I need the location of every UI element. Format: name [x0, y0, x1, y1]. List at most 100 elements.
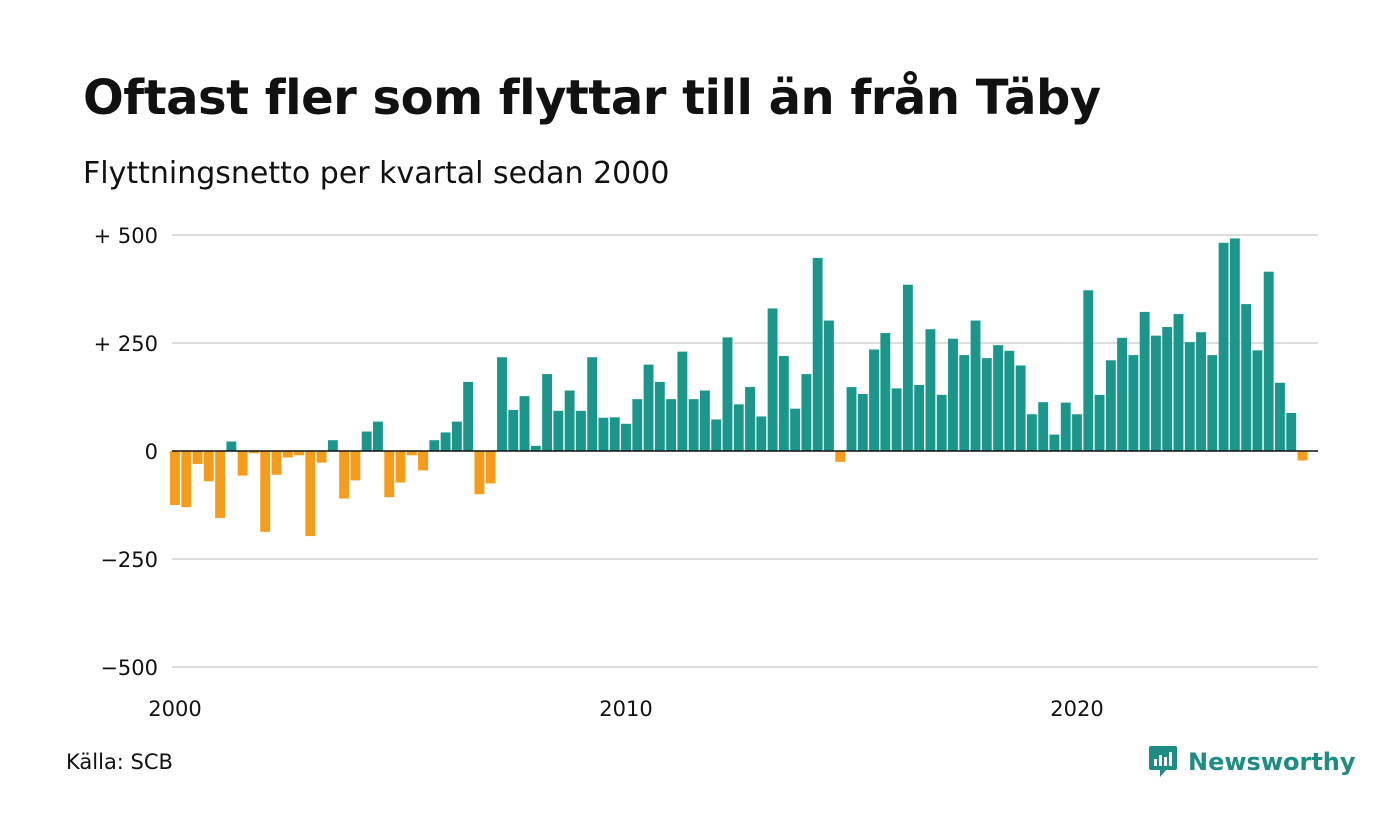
bar	[936, 394, 947, 451]
bar	[948, 338, 958, 451]
bar	[1004, 350, 1015, 451]
bar	[418, 451, 428, 471]
bar	[406, 451, 417, 456]
bar	[880, 333, 891, 451]
bar	[395, 451, 406, 483]
bar	[846, 387, 857, 451]
axis-labels: + 500 + 250 0 −250 −500 2000 2010 2020	[94, 224, 1104, 720]
bar	[530, 445, 541, 451]
bar	[1173, 314, 1184, 451]
bar	[869, 349, 879, 451]
source-note: Källa: SCB	[66, 750, 173, 774]
x-tick-label: 2020	[1050, 697, 1103, 720]
bar	[575, 410, 586, 451]
bar	[305, 451, 316, 537]
bar	[1150, 335, 1161, 451]
bar	[361, 431, 372, 451]
bar	[271, 451, 282, 475]
bar	[643, 364, 654, 451]
bar	[1263, 271, 1274, 451]
bar	[677, 351, 688, 451]
bar	[474, 451, 485, 495]
bar	[1083, 290, 1094, 451]
bar	[688, 399, 699, 451]
bar	[801, 374, 812, 451]
bar	[1297, 451, 1308, 461]
bar	[632, 399, 643, 451]
bar	[993, 345, 1004, 451]
bar	[1060, 402, 1071, 451]
bar	[1229, 238, 1240, 451]
bar	[203, 451, 214, 482]
bar	[542, 374, 553, 451]
bar	[902, 284, 913, 451]
y-tick-label: −250	[100, 548, 158, 572]
bar	[835, 451, 846, 462]
bar	[463, 381, 474, 451]
bar	[485, 451, 496, 484]
bar	[451, 421, 462, 451]
bar	[519, 396, 530, 451]
y-tick-label: −500	[100, 656, 158, 680]
bar	[1218, 242, 1229, 451]
bar	[745, 387, 755, 451]
bar-chart: + 500 + 250 0 −250 −500 2000 2010 2020	[94, 224, 1318, 720]
bar	[778, 355, 789, 451]
bar	[654, 381, 665, 451]
bar	[609, 417, 620, 451]
bar	[1196, 332, 1206, 451]
bar	[215, 451, 226, 518]
bar	[1241, 304, 1252, 451]
bar	[316, 451, 327, 463]
bar	[564, 390, 575, 451]
bar	[598, 417, 609, 451]
bar	[1207, 355, 1218, 451]
y-tick-label: + 500	[94, 224, 158, 248]
bar	[339, 451, 350, 499]
bar	[440, 432, 451, 451]
brand-logo[interactable]: Newsworthy	[1148, 742, 1356, 782]
bar	[508, 409, 519, 451]
bar	[756, 416, 767, 451]
bar	[260, 451, 271, 532]
bar	[981, 358, 992, 451]
bar	[226, 441, 237, 451]
bar	[1128, 355, 1139, 451]
bar	[891, 388, 902, 451]
bar	[1038, 402, 1049, 451]
bar	[237, 451, 248, 476]
bar	[327, 440, 338, 451]
bar	[170, 451, 180, 505]
bar	[722, 337, 733, 451]
bar	[1072, 414, 1082, 451]
chart-title: Oftast fler som flyttar till än från Täb…	[83, 70, 1101, 126]
bar	[1162, 327, 1173, 451]
brand-name: Newsworthy	[1188, 748, 1356, 776]
bar	[959, 355, 970, 451]
bar	[1026, 414, 1037, 451]
bar	[733, 404, 744, 451]
bar	[1094, 394, 1105, 451]
bar	[294, 451, 304, 456]
bars	[170, 238, 1308, 537]
bar	[1286, 412, 1297, 451]
bar	[666, 399, 677, 451]
bar	[925, 329, 936, 451]
bar	[1184, 342, 1195, 451]
chart-subtitle: Flyttningsnetto per kvartal sedan 2000	[83, 156, 670, 191]
bar	[373, 421, 383, 451]
x-tick-label: 2010	[599, 697, 652, 720]
bar	[621, 423, 631, 451]
newsworthy-logo-icon	[1149, 746, 1177, 777]
bar	[429, 440, 440, 451]
bar	[1139, 311, 1150, 451]
bar	[553, 410, 564, 451]
bar	[767, 308, 778, 451]
bar	[790, 408, 801, 451]
x-tick-label: 2000	[148, 697, 201, 720]
y-tick-label: + 250	[94, 332, 158, 356]
bar	[699, 390, 710, 451]
bar	[1049, 434, 1060, 451]
bar	[1252, 350, 1263, 451]
bar	[192, 451, 203, 464]
